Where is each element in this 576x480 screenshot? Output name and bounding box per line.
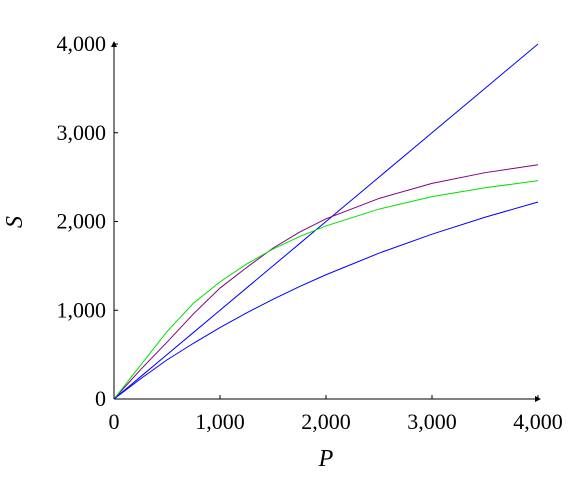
x-axis-label: P — [318, 446, 334, 472]
y-tick-label: 1,000 — [57, 297, 107, 322]
y-tick-label: 4,000 — [57, 31, 107, 56]
y-tick-label: 2,000 — [57, 209, 107, 234]
series-line — [113, 43, 539, 400]
x-tick-label: 2,000 — [301, 409, 351, 434]
x-tick-label: 3,000 — [407, 409, 457, 434]
x-tick-label: 4,000 — [513, 409, 563, 434]
x-tick-label: 0 — [109, 409, 120, 434]
series-line — [113, 164, 539, 400]
y-tick-label: 0 — [95, 386, 106, 411]
y-tick-label: 3,000 — [57, 120, 107, 145]
y-axis-label: S — [2, 216, 28, 228]
series-line — [113, 180, 539, 400]
series-line — [113, 201, 539, 400]
x-tick-label: 1,000 — [195, 409, 245, 434]
